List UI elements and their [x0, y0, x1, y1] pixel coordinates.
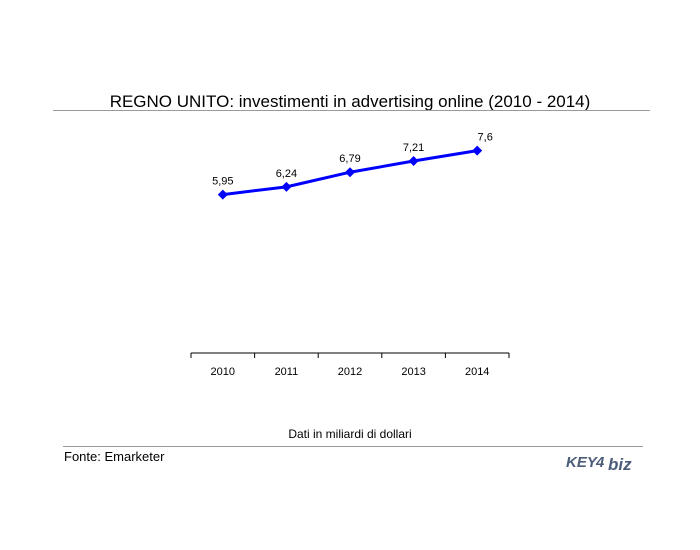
source-note: Fonte: Emarketer	[64, 449, 165, 464]
svg-text:KEY: KEY	[566, 454, 599, 471]
data-labels: 5,95 6,24 6,79 7,21 7,6	[212, 132, 493, 188]
x-tick-label-2011: 2011	[275, 366, 299, 378]
units-note: Dati in miliardi di dollari	[288, 427, 412, 441]
data-point-2011	[281, 181, 292, 192]
data-label-2012: 6,79	[339, 153, 360, 165]
x-tick-label-2014: 2014	[465, 366, 489, 378]
x-tick-label-2012: 2012	[338, 366, 362, 378]
x-tick-label-2013: 2013	[401, 366, 425, 378]
data-point-2012	[345, 167, 355, 178]
svg-text:biz: biz	[608, 455, 632, 474]
data-point-2010	[217, 189, 228, 200]
x-axis: 2010 2011 2012 2013 2014	[190, 352, 510, 378]
data-label-2010: 5,95	[212, 176, 233, 188]
key4biz-logo: KEY 4 biz	[566, 454, 632, 474]
data-label-2011: 6,24	[276, 168, 297, 180]
x-tick-label-2010: 2010	[211, 366, 235, 378]
data-point-2014	[472, 145, 483, 156]
footer-divider	[63, 446, 643, 447]
svg-text:4: 4	[595, 454, 605, 471]
chart-title: REGNO UNITO: investimenti in advertising…	[109, 92, 591, 111]
data-label-2014: 7,6	[478, 132, 493, 144]
data-label-2013: 7,21	[403, 142, 424, 154]
series-2010-2014	[217, 145, 483, 200]
title-divider	[53, 110, 650, 111]
data-point-2013	[408, 156, 419, 167]
